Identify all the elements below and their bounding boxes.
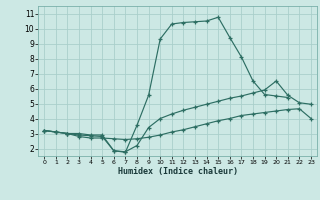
X-axis label: Humidex (Indice chaleur): Humidex (Indice chaleur): [118, 167, 238, 176]
